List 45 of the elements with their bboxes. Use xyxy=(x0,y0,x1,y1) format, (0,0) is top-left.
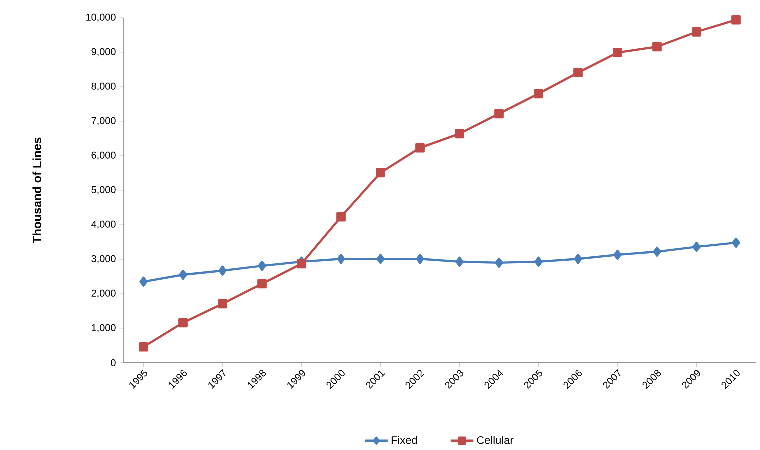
point xyxy=(297,260,306,269)
y-tick-label: 5,000 xyxy=(92,186,116,195)
point xyxy=(732,16,741,25)
legend-label: Fixed xyxy=(392,436,418,444)
point xyxy=(376,254,385,264)
point xyxy=(574,68,583,78)
point xyxy=(456,257,464,268)
point xyxy=(494,109,504,119)
point xyxy=(258,261,266,272)
point xyxy=(178,318,188,328)
y-tick-label: 9,000 xyxy=(92,48,116,57)
legend-label: Cellular xyxy=(477,436,514,444)
point xyxy=(376,168,386,178)
y-tick-label: 0 xyxy=(111,360,116,367)
point xyxy=(732,238,740,248)
y-tick-label: 4,000 xyxy=(92,221,116,230)
point xyxy=(574,254,582,264)
y-tick-label: 6,000 xyxy=(92,152,116,160)
point xyxy=(534,89,544,99)
y-tick-label: 10,000 xyxy=(86,14,116,22)
point xyxy=(179,270,188,280)
y-tick-label: 8,000 xyxy=(92,83,116,92)
y-tick-label: 3,000 xyxy=(92,256,116,264)
point xyxy=(258,280,267,289)
y-tick-label: 2,000 xyxy=(92,290,116,298)
point xyxy=(337,254,346,264)
y-tick-label: 1,000 xyxy=(92,324,116,333)
point xyxy=(416,254,424,264)
point xyxy=(692,242,701,252)
y-tick-label: 7,000 xyxy=(92,118,116,126)
point xyxy=(614,250,622,260)
point xyxy=(140,277,148,288)
point xyxy=(692,28,702,38)
point xyxy=(455,129,464,139)
point xyxy=(653,247,662,258)
point xyxy=(416,144,425,153)
point xyxy=(495,258,504,268)
point xyxy=(218,300,228,309)
point xyxy=(534,257,543,268)
point xyxy=(218,266,227,276)
y-axis-title: Thousand of Lines xyxy=(32,138,42,244)
point xyxy=(139,342,148,352)
point xyxy=(652,42,662,52)
point xyxy=(613,48,622,58)
point xyxy=(336,212,346,222)
